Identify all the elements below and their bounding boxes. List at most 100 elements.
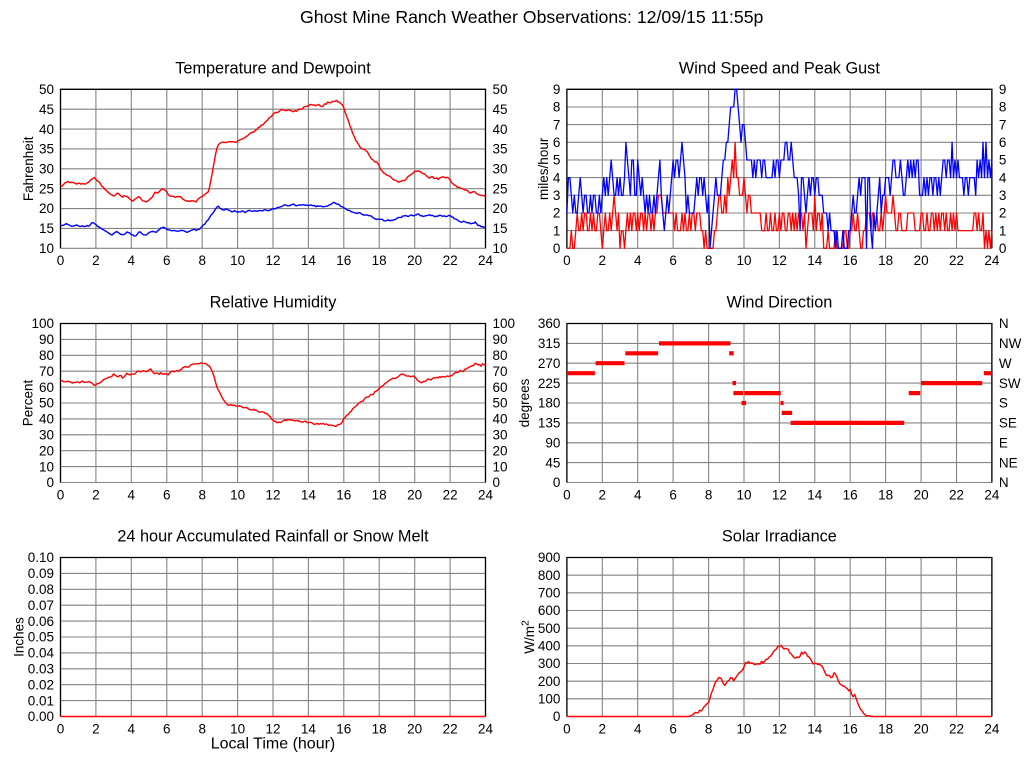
svg-text:4: 4 <box>128 253 136 268</box>
svg-text:12: 12 <box>265 721 280 736</box>
svg-text:10: 10 <box>736 487 751 502</box>
svg-text:5: 5 <box>553 153 561 168</box>
svg-text:20: 20 <box>407 487 422 502</box>
svg-text:0.10: 0.10 <box>28 550 54 565</box>
svg-text:0: 0 <box>57 253 65 268</box>
svg-text:N: N <box>999 316 1009 331</box>
svg-text:600: 600 <box>538 603 561 618</box>
svg-text:80: 80 <box>39 348 54 363</box>
svg-text:90: 90 <box>39 332 54 347</box>
svg-text:20: 20 <box>914 721 929 736</box>
svg-text:0: 0 <box>57 721 65 736</box>
svg-text:45: 45 <box>493 102 508 117</box>
svg-text:15: 15 <box>493 221 508 236</box>
svg-text:2: 2 <box>92 253 100 268</box>
svg-text:15: 15 <box>39 221 54 236</box>
svg-text:6: 6 <box>999 135 1007 150</box>
svg-text:20: 20 <box>39 443 54 458</box>
svg-text:8: 8 <box>705 487 713 502</box>
svg-text:22: 22 <box>949 487 964 502</box>
svg-text:18: 18 <box>878 487 893 502</box>
svg-text:6: 6 <box>669 721 677 736</box>
svg-text:24: 24 <box>984 253 1000 268</box>
svg-text:8: 8 <box>198 253 206 268</box>
svg-text:16: 16 <box>843 487 858 502</box>
svg-text:NE: NE <box>999 455 1018 470</box>
svg-text:50: 50 <box>493 82 508 97</box>
svg-text:100: 100 <box>31 316 54 331</box>
svg-text:225: 225 <box>538 376 561 391</box>
svg-text:40: 40 <box>39 122 54 137</box>
svg-text:0: 0 <box>563 721 571 736</box>
svg-text:10: 10 <box>230 253 245 268</box>
svg-text:Wind Speed and Peak Gust: Wind Speed and Peak Gust <box>679 59 880 77</box>
svg-text:12: 12 <box>772 253 787 268</box>
svg-text:Solar Irradiance: Solar Irradiance <box>722 528 837 546</box>
svg-text:7: 7 <box>553 117 561 132</box>
svg-text:1: 1 <box>553 223 561 238</box>
svg-text:24: 24 <box>984 721 1000 736</box>
svg-text:Local Time (hour): Local Time (hour) <box>211 735 336 752</box>
svg-text:400: 400 <box>538 639 561 654</box>
svg-text:0.00: 0.00 <box>28 709 54 724</box>
svg-text:45: 45 <box>39 102 54 117</box>
svg-text:60: 60 <box>493 380 508 395</box>
svg-text:0: 0 <box>563 487 571 502</box>
svg-text:12: 12 <box>772 721 787 736</box>
svg-text:20: 20 <box>914 487 929 502</box>
svg-text:14: 14 <box>301 487 317 502</box>
svg-text:14: 14 <box>807 721 823 736</box>
svg-text:Fahrenheit: Fahrenheit <box>21 136 36 201</box>
svg-text:30: 30 <box>493 428 508 443</box>
svg-text:4: 4 <box>634 253 642 268</box>
svg-text:8: 8 <box>999 100 1007 115</box>
svg-text:2: 2 <box>553 206 561 221</box>
svg-text:22: 22 <box>949 253 964 268</box>
svg-text:24: 24 <box>478 487 494 502</box>
svg-text:20: 20 <box>407 253 422 268</box>
svg-text:100: 100 <box>493 316 516 331</box>
svg-text:8: 8 <box>705 253 713 268</box>
svg-text:50: 50 <box>39 82 54 97</box>
svg-text:0.01: 0.01 <box>28 693 54 708</box>
svg-text:Ghost Mine Ranch Weather Obser: Ghost Mine Ranch Weather Observations: 1… <box>300 7 764 27</box>
svg-text:900: 900 <box>538 550 561 565</box>
svg-text:miles/hour: miles/hour <box>536 137 551 200</box>
svg-text:12: 12 <box>265 253 280 268</box>
svg-text:Wind Direction: Wind Direction <box>726 294 832 312</box>
svg-text:18: 18 <box>878 253 893 268</box>
svg-text:60: 60 <box>39 380 54 395</box>
svg-text:9: 9 <box>999 82 1007 97</box>
svg-text:200: 200 <box>538 674 561 689</box>
svg-text:14: 14 <box>301 721 317 736</box>
svg-text:18: 18 <box>372 253 387 268</box>
svg-text:270: 270 <box>538 356 561 371</box>
svg-text:16: 16 <box>843 253 858 268</box>
svg-text:10: 10 <box>230 721 245 736</box>
svg-text:4: 4 <box>128 721 136 736</box>
svg-text:16: 16 <box>336 253 351 268</box>
svg-text:0: 0 <box>553 709 561 724</box>
svg-text:6: 6 <box>163 253 171 268</box>
svg-text:24: 24 <box>984 487 1000 502</box>
svg-text:12: 12 <box>265 487 280 502</box>
svg-text:0: 0 <box>563 253 571 268</box>
svg-text:0: 0 <box>553 475 561 490</box>
svg-text:30: 30 <box>39 162 54 177</box>
svg-text:14: 14 <box>807 253 823 268</box>
svg-text:E: E <box>999 435 1008 450</box>
svg-text:W: W <box>999 356 1012 371</box>
svg-text:9: 9 <box>553 82 561 97</box>
svg-text:135: 135 <box>538 416 561 431</box>
svg-text:20: 20 <box>493 201 508 216</box>
svg-text:10: 10 <box>736 721 751 736</box>
svg-text:40: 40 <box>493 122 508 137</box>
svg-text:360: 360 <box>538 316 561 331</box>
svg-text:20: 20 <box>39 201 54 216</box>
svg-text:4: 4 <box>999 170 1007 185</box>
svg-text:2: 2 <box>599 253 607 268</box>
svg-text:0.08: 0.08 <box>28 582 54 597</box>
svg-text:80: 80 <box>493 348 508 363</box>
svg-text:30: 30 <box>493 162 508 177</box>
svg-text:35: 35 <box>493 142 508 157</box>
